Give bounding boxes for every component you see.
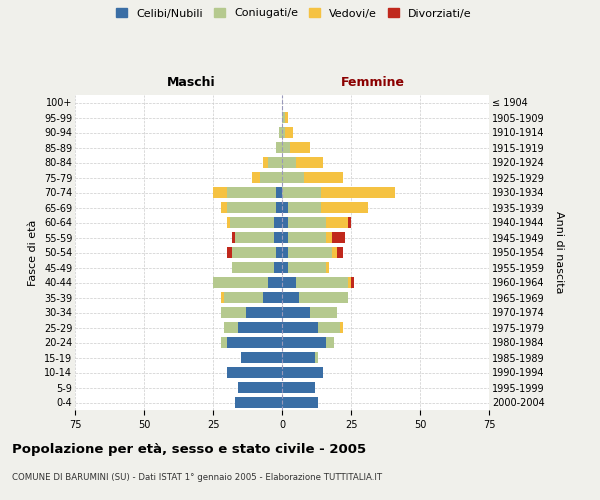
Bar xyxy=(296,276,348,288)
Bar xyxy=(232,232,235,243)
Bar xyxy=(320,186,395,198)
Bar xyxy=(277,202,282,213)
Bar xyxy=(304,172,343,183)
Bar xyxy=(282,262,287,274)
Bar xyxy=(282,306,310,318)
Bar xyxy=(351,276,354,288)
Bar xyxy=(282,202,287,213)
Bar xyxy=(274,262,282,274)
Bar xyxy=(282,112,285,124)
Bar xyxy=(274,216,282,228)
Bar xyxy=(235,232,274,243)
Bar xyxy=(227,202,277,213)
Bar xyxy=(235,396,282,408)
Bar xyxy=(332,246,337,258)
Bar xyxy=(326,336,334,348)
Bar xyxy=(279,126,282,138)
Bar xyxy=(221,336,227,348)
Text: Femmine: Femmine xyxy=(341,76,405,88)
Bar xyxy=(213,276,268,288)
Bar xyxy=(340,322,343,334)
Bar xyxy=(230,216,274,228)
Bar xyxy=(227,216,230,228)
Bar xyxy=(348,276,351,288)
Text: Maschi: Maschi xyxy=(167,76,215,88)
Bar xyxy=(232,246,277,258)
Y-axis label: Anni di nascita: Anni di nascita xyxy=(554,211,564,294)
Bar xyxy=(296,156,323,168)
Bar xyxy=(246,306,282,318)
Bar xyxy=(282,336,326,348)
Y-axis label: Fasce di età: Fasce di età xyxy=(28,220,38,286)
Bar xyxy=(282,352,315,364)
Bar xyxy=(224,322,238,334)
Bar xyxy=(221,292,224,304)
Bar xyxy=(282,232,287,243)
Bar xyxy=(287,262,326,274)
Bar xyxy=(326,216,348,228)
Bar xyxy=(227,366,282,378)
Bar xyxy=(277,246,282,258)
Bar xyxy=(263,292,282,304)
Bar xyxy=(277,142,282,154)
Bar xyxy=(260,172,282,183)
Bar xyxy=(251,172,260,183)
Bar xyxy=(274,232,282,243)
Bar xyxy=(326,262,329,274)
Bar xyxy=(238,322,282,334)
Bar xyxy=(282,126,285,138)
Bar xyxy=(213,186,227,198)
Bar xyxy=(263,156,268,168)
Bar xyxy=(282,396,318,408)
Bar xyxy=(221,306,246,318)
Bar xyxy=(320,202,368,213)
Bar xyxy=(221,202,227,213)
Bar xyxy=(337,246,343,258)
Bar xyxy=(282,186,320,198)
Bar xyxy=(299,292,348,304)
Bar xyxy=(277,186,282,198)
Bar xyxy=(290,142,310,154)
Bar xyxy=(310,306,337,318)
Bar xyxy=(332,232,346,243)
Bar xyxy=(287,232,326,243)
Bar xyxy=(287,216,326,228)
Bar xyxy=(268,156,282,168)
Text: Popolazione per età, sesso e stato civile - 2005: Popolazione per età, sesso e stato civil… xyxy=(12,442,366,456)
Legend: Celibi/Nubili, Coniugati/e, Vedovi/e, Divorziati/e: Celibi/Nubili, Coniugati/e, Vedovi/e, Di… xyxy=(116,8,472,18)
Bar xyxy=(285,112,287,124)
Bar xyxy=(227,186,277,198)
Bar xyxy=(241,352,282,364)
Bar xyxy=(315,352,318,364)
Bar xyxy=(287,202,320,213)
Bar xyxy=(287,246,332,258)
Bar xyxy=(282,156,296,168)
Bar xyxy=(282,276,296,288)
Bar xyxy=(227,336,282,348)
Bar xyxy=(282,246,287,258)
Bar xyxy=(282,366,323,378)
Bar xyxy=(227,246,232,258)
Bar xyxy=(282,322,318,334)
Text: COMUNE DI BARUMINI (SU) - Dati ISTAT 1° gennaio 2005 - Elaborazione TUTTITALIA.I: COMUNE DI BARUMINI (SU) - Dati ISTAT 1° … xyxy=(12,472,382,482)
Bar xyxy=(318,322,340,334)
Bar xyxy=(285,126,293,138)
Bar xyxy=(232,262,274,274)
Bar xyxy=(238,382,282,394)
Bar xyxy=(268,276,282,288)
Bar xyxy=(326,232,332,243)
Bar xyxy=(282,142,290,154)
Bar xyxy=(282,292,299,304)
Bar xyxy=(282,172,304,183)
Bar xyxy=(224,292,263,304)
Bar xyxy=(348,216,351,228)
Bar xyxy=(282,382,315,394)
Bar xyxy=(282,216,287,228)
